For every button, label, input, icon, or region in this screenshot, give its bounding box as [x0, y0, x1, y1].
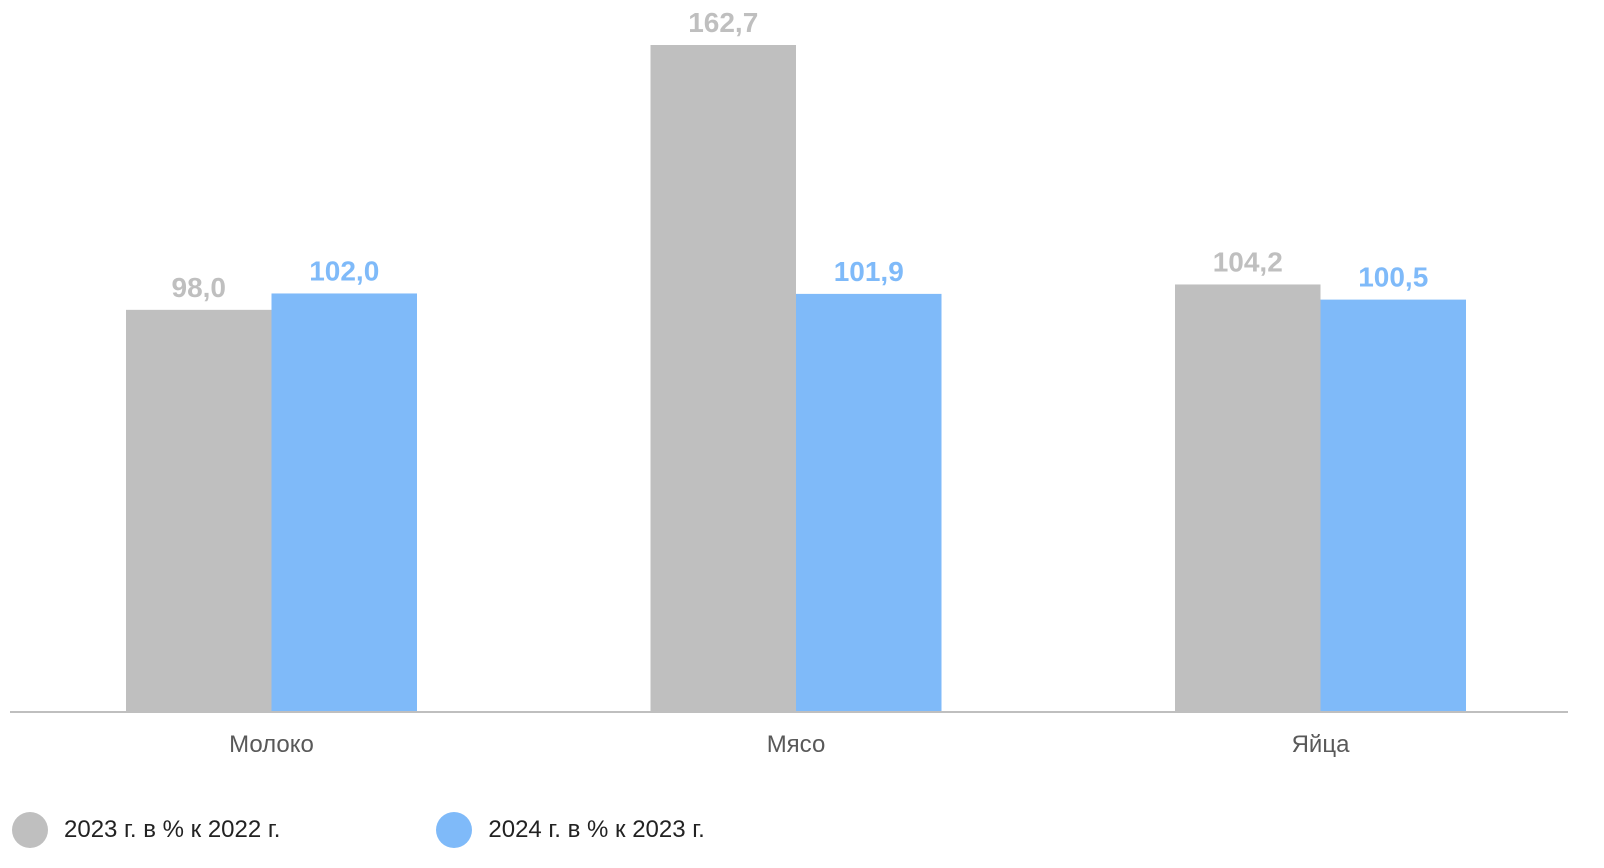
- legend-item-2023: 2023 г. в % к 2022 г.: [12, 812, 280, 848]
- legend-swatch-2023: [12, 812, 48, 848]
- value-label-series2-cat3: 100,5: [1358, 262, 1428, 293]
- category-label-3: Яйца: [1292, 731, 1350, 758]
- legend-label-2023: 2023 г. в % к 2022 г.: [64, 816, 281, 843]
- bar-series2-cat2: [796, 293, 942, 711]
- bar-series1-cat3: [1175, 284, 1321, 711]
- value-label-series1-cat1: 98,0: [172, 272, 227, 303]
- bar-series2-cat3: [1320, 299, 1466, 711]
- value-label-series2-cat2: 101,9: [834, 256, 904, 287]
- value-label-series2-cat1: 102,0: [309, 255, 379, 286]
- value-label-series1-cat3: 104,2: [1213, 246, 1283, 277]
- category-labels-layer: Молоко Мясо Яйца: [229, 731, 1350, 758]
- value-label-series1-cat2: 162,7: [688, 7, 758, 38]
- legend-label-2024: 2024 г. в % к 2023 г.: [488, 816, 705, 843]
- bar-series1-cat1: [126, 309, 272, 711]
- bar-series1-cat2: [650, 45, 796, 711]
- bar-series2-cat1: [271, 293, 417, 711]
- category-label-2: Мясо: [767, 731, 826, 758]
- legend: 2023 г. в % к 2022 г. 2024 г. в % к 2023…: [12, 808, 861, 852]
- legend-swatch-2024: [436, 812, 473, 848]
- bars-layer: [126, 45, 1466, 711]
- legend-item-2024: 2024 г. в % к 2023 г.: [436, 812, 705, 848]
- value-labels-layer: 98,0 102,0 162,7 101,9 104,2 100,5: [172, 7, 1429, 303]
- category-label-1: Молоко: [229, 731, 314, 758]
